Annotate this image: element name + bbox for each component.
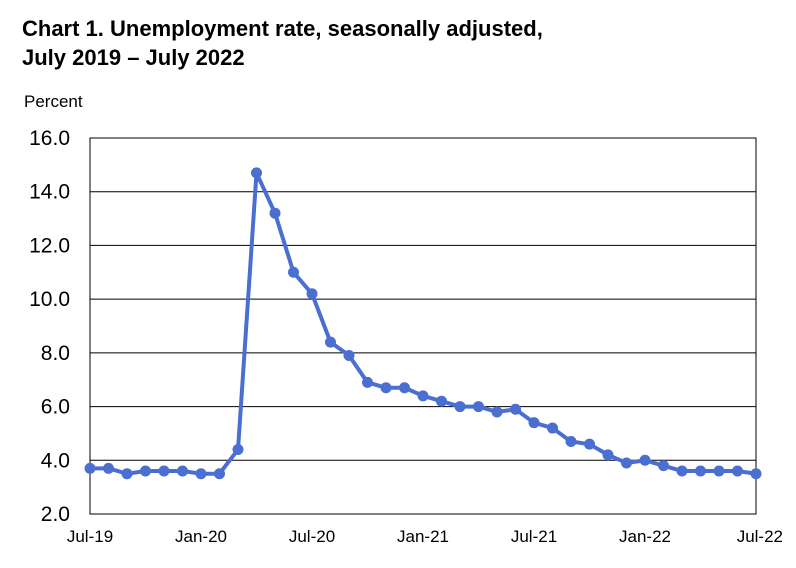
data-point xyxy=(232,444,244,456)
data-point xyxy=(528,417,540,429)
y-tick-label: 8.0 xyxy=(41,342,70,365)
data-point xyxy=(639,454,651,466)
y-tick-label: 14.0 xyxy=(29,181,70,204)
x-tick-label: Jan-21 xyxy=(397,527,449,546)
data-point xyxy=(658,460,669,472)
data-point xyxy=(676,465,688,477)
x-tick-label: Jul-20 xyxy=(289,527,335,546)
data-point xyxy=(417,390,429,402)
data-point xyxy=(195,468,207,480)
data-point xyxy=(288,266,299,278)
data-point xyxy=(547,422,558,434)
y-tick-label: 4.0 xyxy=(41,449,70,472)
data-point xyxy=(103,462,114,474)
data-point xyxy=(214,468,225,480)
data-point xyxy=(121,468,133,480)
x-tick-label: Jul-21 xyxy=(511,527,557,546)
data-point xyxy=(269,207,281,219)
x-tick-label: Jan-20 xyxy=(175,527,227,546)
data-point xyxy=(251,167,262,179)
data-point xyxy=(584,438,595,450)
data-point xyxy=(84,462,96,474)
data-point xyxy=(510,403,521,415)
chart-title: Chart 1. Unemployment rate, seasonally a… xyxy=(22,14,543,72)
x-axis-ticks: Jul-19 Jan-20 Jul-20 Jan-21 Jul-21 Jan-22 Jul-… xyxy=(67,527,783,546)
y-axis-label: Percent xyxy=(24,92,83,111)
y-tick-label: 16.0 xyxy=(29,127,70,150)
x-tick-label: Jul-19 xyxy=(67,527,113,546)
data-point xyxy=(454,401,466,413)
y-tick-label: 12.0 xyxy=(29,234,70,257)
data-point xyxy=(158,465,170,477)
data-point xyxy=(695,465,706,477)
y-tick-label: 2.0 xyxy=(41,503,70,526)
y-axis-ticks: 2.0 4.0 6.0 8.0 10.0 12.0 14.0 16.0 xyxy=(29,127,70,526)
y-tick-label: 6.0 xyxy=(41,396,70,419)
data-point xyxy=(473,401,484,413)
data-point xyxy=(565,435,577,447)
data-point xyxy=(362,376,373,388)
data-point xyxy=(177,465,188,477)
data-point xyxy=(750,468,762,480)
data-point xyxy=(602,449,614,461)
y-tick-label: 10.0 xyxy=(29,288,70,311)
data-point xyxy=(713,465,725,477)
data-point xyxy=(140,465,151,477)
data-point xyxy=(621,457,632,469)
data-points xyxy=(84,167,762,480)
chart-title-line-2: July 2019 – July 2022 xyxy=(22,45,245,70)
data-point xyxy=(325,336,336,348)
data-point xyxy=(306,288,318,300)
data-point xyxy=(436,395,447,407)
data-point xyxy=(732,465,743,477)
data-point xyxy=(380,382,392,394)
data-point xyxy=(491,406,503,418)
chart-title-line-1: Chart 1. Unemployment rate, seasonally a… xyxy=(22,16,543,41)
x-tick-label: Jan-22 xyxy=(619,527,671,546)
x-tick-label: Jul-22 xyxy=(737,527,783,546)
gridlines xyxy=(90,191,756,461)
data-point xyxy=(399,382,410,394)
series-line xyxy=(90,170,757,476)
data-point xyxy=(343,350,355,362)
plot-area-frame xyxy=(89,137,757,515)
